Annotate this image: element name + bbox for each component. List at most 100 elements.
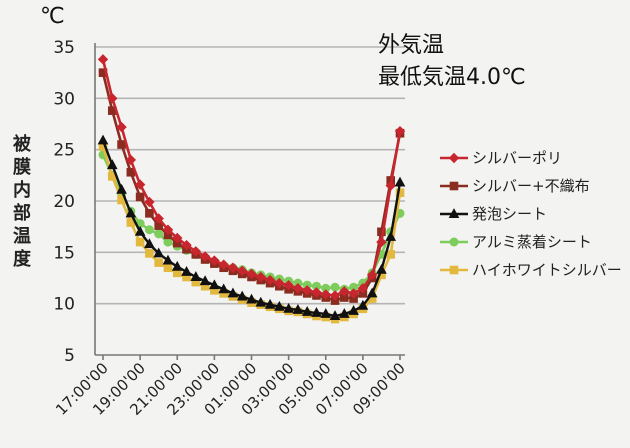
data-point [97, 134, 109, 145]
data-point [97, 54, 109, 65]
data-point [144, 225, 154, 235]
y-tick-label: 35 [53, 38, 75, 58]
y-tick-label: 30 [53, 89, 75, 109]
data-point [320, 308, 332, 318]
data-point [181, 239, 192, 251]
data-point [190, 246, 202, 257]
y-axis-label-char: 膜 [12, 156, 31, 178]
y-tick-label: 10 [53, 295, 75, 315]
data-point [135, 237, 145, 247]
y-axis-label-char: 内 [13, 179, 31, 201]
data-point [292, 283, 304, 294]
data-point [181, 265, 192, 276]
data-point [144, 238, 155, 249]
y-axis-label-char: 温 [13, 226, 31, 247]
data-point [227, 287, 239, 298]
data-point [283, 302, 294, 313]
series-line [101, 72, 402, 302]
data-point [171, 260, 183, 271]
legend-label: シルバー+不織布 [472, 177, 590, 195]
data-point [236, 290, 248, 301]
legend-label: ハイホワイトシルバー [472, 261, 622, 279]
data-point [153, 247, 165, 258]
legend-item: ハイホワイトシルバー [440, 261, 622, 279]
legend-marker [449, 237, 459, 247]
legend-label: アルミ蒸着シート [472, 233, 592, 251]
series-lines [97, 54, 406, 324]
data-point [209, 279, 220, 290]
data-point [366, 269, 378, 281]
data-point [218, 259, 229, 270]
data-point [274, 277, 285, 289]
data-point [209, 255, 220, 266]
data-point [385, 180, 396, 191]
legend-label: シルバーポリ [472, 149, 562, 167]
data-point [348, 305, 359, 315]
data-point [106, 159, 118, 170]
data-point [117, 140, 126, 149]
data-point [227, 262, 239, 273]
data-point [172, 232, 183, 244]
data-point [311, 287, 322, 298]
data-point [107, 93, 118, 104]
y-axis-label-char: 度 [13, 248, 32, 270]
data-point [292, 303, 304, 314]
data-point [163, 237, 173, 247]
data-point [125, 154, 137, 166]
data-point [348, 288, 359, 299]
data-point [329, 310, 341, 320]
data-point [125, 207, 137, 218]
data-point [199, 251, 211, 262]
data-point [199, 275, 211, 286]
data-point [255, 271, 266, 283]
x-tick-labels: 17:00'0019:00'0021:00'0023:00'0001:00'00… [52, 355, 409, 419]
y-tick-labels: 5 10 15 20 25 30 35 [53, 38, 75, 366]
legend-marker [448, 152, 460, 164]
series-line [101, 58, 402, 297]
legend-item: シルバーポリ [440, 149, 562, 167]
y-axis-label-char: 被 [13, 133, 32, 155]
data-point [301, 285, 313, 296]
data-point [154, 258, 163, 267]
data-point [237, 265, 248, 277]
data-point [330, 282, 340, 292]
data-point [376, 236, 387, 248]
data-point [338, 308, 350, 318]
data-point [190, 271, 202, 281]
data-point [274, 300, 285, 311]
legend-item: アルミ蒸着シート [440, 233, 592, 251]
data-point [145, 209, 154, 218]
data-point [366, 287, 378, 298]
data-point [134, 225, 146, 236]
data-point [376, 263, 387, 274]
y-tick-label: 15 [53, 243, 75, 263]
data-point [144, 196, 155, 208]
legend-marker [449, 265, 459, 275]
legend-label: 発泡シート [472, 205, 547, 223]
data-point [116, 121, 127, 133]
data-point [134, 179, 146, 190]
data-point [394, 176, 406, 187]
data-point [255, 296, 267, 307]
data-point [357, 299, 369, 310]
y-unit-label: ℃ [40, 4, 65, 29]
data-point [311, 307, 322, 317]
data-point [246, 293, 257, 304]
series-3 [97, 134, 406, 320]
data-point [218, 283, 229, 294]
legend-marker [448, 208, 460, 218]
series-1 [97, 54, 406, 301]
y-tick-label: 20 [53, 192, 75, 212]
data-point [264, 274, 276, 286]
annotation-min-temp: 最低気温4.0℃ [378, 65, 526, 90]
y-tick-label: 25 [53, 141, 75, 161]
legend-item: 発泡シート [440, 205, 547, 223]
data-point [386, 250, 396, 259]
data-point [394, 125, 406, 137]
data-point [301, 306, 313, 316]
data-point [153, 213, 164, 224]
